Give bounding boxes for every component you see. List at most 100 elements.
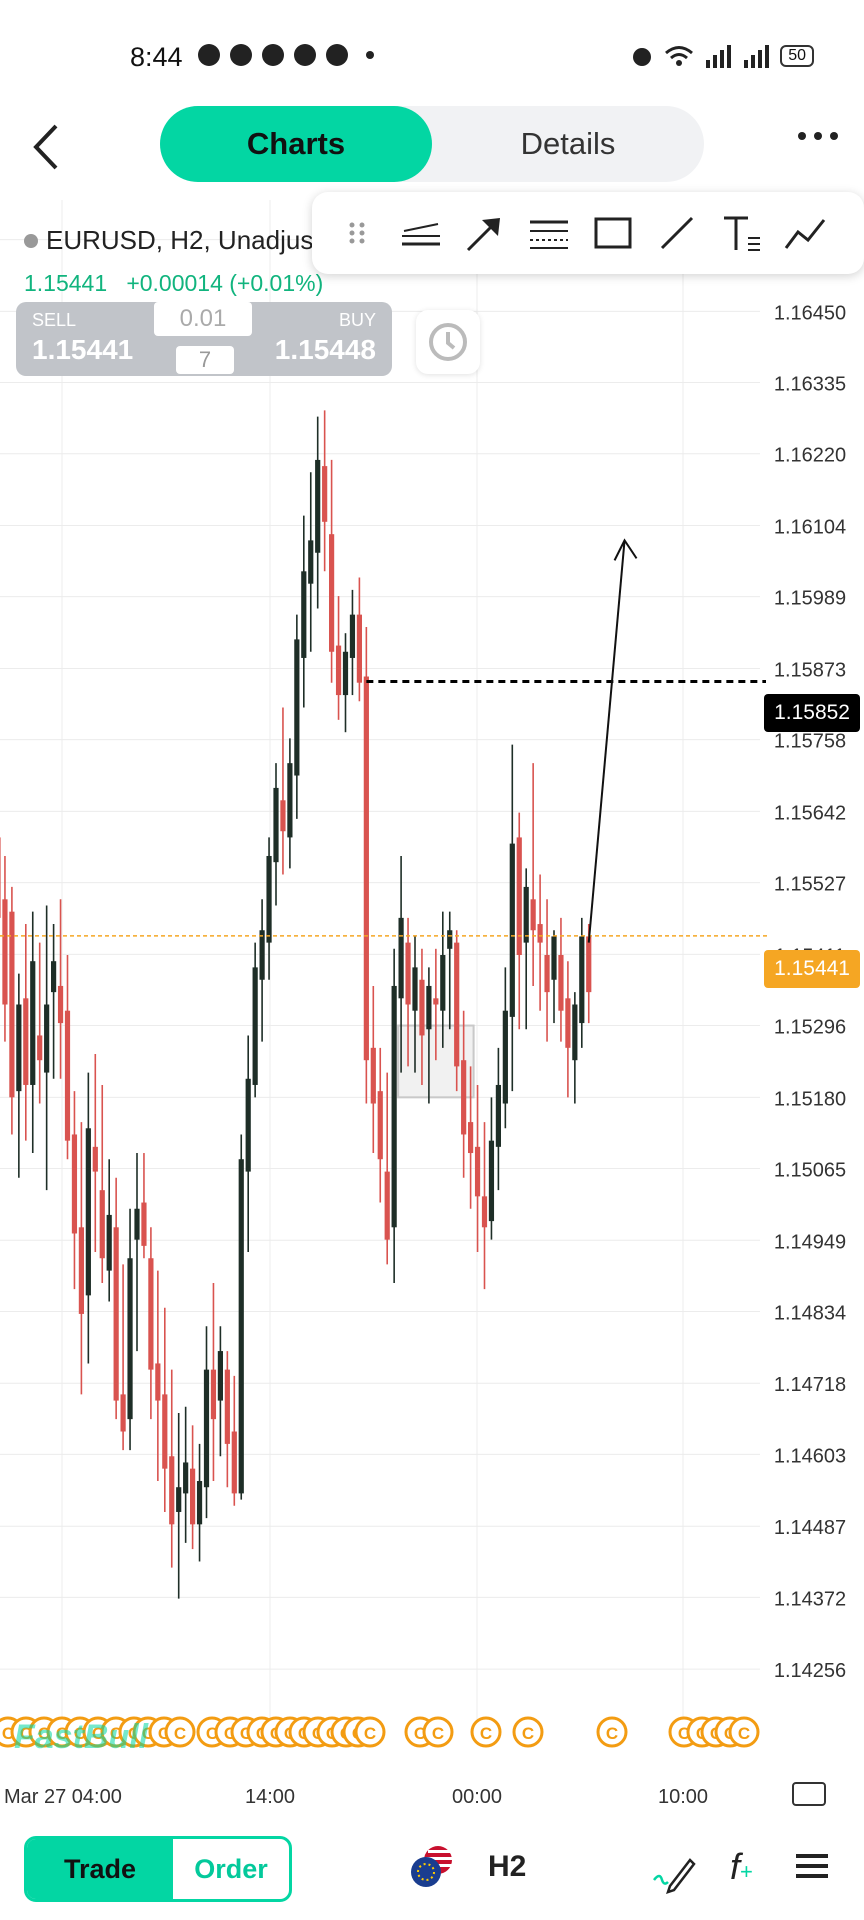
draw-pen-icon[interactable] (652, 1850, 696, 1894)
time-axis-label: 00:00 (452, 1786, 502, 1808)
bull-candle (287, 763, 293, 838)
more-options-icon[interactable] (798, 132, 838, 140)
bear-candle (2, 899, 8, 1005)
alarm-icon (633, 48, 652, 66)
time-axis-label: 10:00 (658, 1786, 708, 1808)
price-axis-label: 1.14256 (774, 1660, 846, 1682)
bear-candle (377, 1091, 383, 1160)
bear-candle (335, 645, 342, 696)
lot-size-input[interactable]: 0.01 (154, 302, 252, 336)
bull-candle (183, 1462, 189, 1494)
whatsapp-icon (198, 44, 220, 66)
bear-candle (113, 1227, 119, 1401)
event-marker-label: C (432, 1724, 444, 1743)
current-price-tag: 1.15441 (764, 950, 860, 988)
sell-label[interactable]: SELL (32, 310, 77, 330)
bull-candle (30, 961, 36, 1085)
arrow-head (613, 538, 638, 561)
indicators-icon[interactable]: f+ (730, 1846, 753, 1887)
bull-candle (572, 1004, 578, 1061)
bull-candle (495, 1084, 501, 1147)
parallel-channel-icon[interactable] (398, 210, 444, 256)
fastbull-watermark: FastBull (14, 1718, 149, 1756)
event-marker-label: C (606, 1724, 618, 1743)
bear-candle (37, 1035, 43, 1061)
drawing-toolbar (312, 192, 864, 274)
event-marker-icon (422, 1716, 454, 1748)
quick-trade-panel: SELL 1.15441 BUY 1.15448 0.01 7 (16, 302, 392, 376)
bear-candle (544, 955, 550, 993)
bear-candle (329, 534, 335, 652)
spread-value: 7 (176, 346, 234, 374)
price-axis-label: 1.14949 (774, 1231, 846, 1253)
bull-candle (203, 1369, 210, 1488)
bull-candle (447, 930, 453, 949)
bull-candle (176, 1487, 182, 1512)
buy-label[interactable]: BUY (338, 310, 376, 330)
chart-settings-icon[interactable] (792, 1782, 826, 1806)
last-price: 1.15441 (24, 270, 108, 296)
bull-candle (16, 1004, 22, 1092)
event-marker-icon (512, 1716, 544, 1748)
candlestick-chart[interactable]: 1.165661.164501.163351.162201.161041.159… (0, 200, 864, 1820)
symbol-header[interactable]: EURUSD, H2, Unadjus (24, 225, 313, 256)
bear-candle (64, 1010, 71, 1141)
bull-candle (551, 936, 557, 980)
bear-candle (9, 911, 15, 1098)
bear-candle (405, 942, 411, 1005)
price-axis-label: 1.16104 (774, 517, 846, 539)
price-axis-label: 1.15758 (774, 731, 846, 753)
price-axis-label: 1.15527 (774, 874, 846, 896)
battery-icon: 50 (780, 45, 814, 67)
bull-candle (245, 1078, 251, 1172)
wifi-icon (665, 46, 694, 66)
event-marker-icon (728, 1716, 760, 1748)
trade-button[interactable]: Trade (27, 1839, 173, 1899)
bear-candle (155, 1363, 161, 1401)
bull-candle (391, 985, 397, 1228)
bear-candle (322, 466, 328, 522)
chart-area[interactable]: 1.165661.164501.163351.162201.161041.159… (0, 200, 864, 1820)
bull-candle (127, 1258, 133, 1420)
bull-candle (440, 955, 446, 1011)
bull-candle (85, 1128, 91, 1296)
bear-candle (516, 837, 522, 955)
signal-1-icon (706, 45, 732, 68)
bull-candle (252, 967, 258, 1085)
horizontal-line-price-tag[interactable]: 1.15852 (764, 694, 860, 732)
tab-charts[interactable]: Charts (160, 106, 432, 182)
event-marker-icon (596, 1716, 628, 1748)
bear-candle (231, 1431, 237, 1494)
event-marker-icon (354, 1716, 386, 1748)
price-axis-label: 1.15180 (774, 1088, 846, 1110)
arrow-tool-icon[interactable] (462, 210, 508, 256)
bear-candle (120, 1394, 126, 1432)
refresh-button[interactable] (416, 310, 480, 374)
fib-lines-icon[interactable] (526, 210, 572, 256)
back-arrow-icon[interactable] (26, 122, 70, 172)
bear-candle (530, 899, 536, 931)
menu-icon[interactable] (796, 1852, 828, 1880)
more-notifications-icon (366, 51, 374, 59)
bull-candle (301, 571, 307, 658)
bear-candle (356, 614, 362, 683)
drag-handle-icon[interactable] (334, 210, 380, 256)
bull-candle (315, 459, 321, 553)
bull-candle (308, 540, 314, 584)
tab-details[interactable]: Details (520, 126, 616, 161)
status-time: 8:44 (130, 42, 183, 72)
buy-price[interactable]: 1.15448 (274, 334, 376, 365)
bull-candle (273, 787, 279, 863)
tab-bar: Charts Details (160, 106, 704, 182)
trend-line-icon[interactable] (654, 210, 700, 256)
bear-candle (461, 1060, 467, 1135)
bear-candle (57, 985, 64, 1024)
path-tool-icon[interactable] (782, 210, 828, 256)
bear-candle (474, 1146, 481, 1197)
order-button[interactable]: Order (194, 1854, 268, 1884)
timeframe-selector[interactable]: H2 (488, 1850, 527, 1883)
sell-price[interactable]: 1.15441 (32, 334, 134, 365)
event-marker-label: C (174, 1724, 186, 1743)
rectangle-tool-icon[interactable] (590, 210, 636, 256)
text-tool-icon[interactable] (718, 210, 764, 256)
